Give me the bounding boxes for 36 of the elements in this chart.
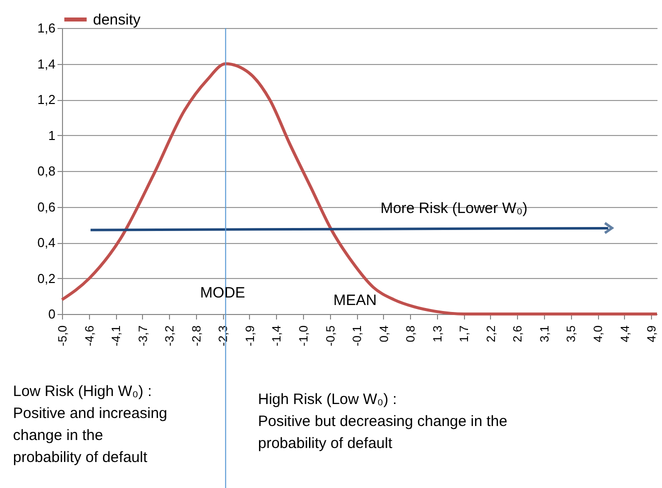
x-tick-label: -4,6 xyxy=(82,325,96,346)
x-tick-label: -3,7 xyxy=(136,325,150,346)
x-tick-label: 0,8 xyxy=(404,325,418,342)
x-tick-label: -1,0 xyxy=(296,325,310,346)
text: High Risk (Low W₀) : Positive but decreasing change in the probability of default xyxy=(258,391,508,452)
text: Low Risk (High W₀) : Positive and increasing change in the probability of default xyxy=(13,383,168,466)
x-tick-label: 4,4 xyxy=(618,325,632,342)
y-tick-label: 0,6 xyxy=(37,199,56,214)
y-tick-label: 0,4 xyxy=(37,235,56,250)
x-tick-label: 4,0 xyxy=(591,325,605,342)
x-tick-label: 1,3 xyxy=(430,325,444,342)
x-tick-label: 3,1 xyxy=(537,325,552,342)
legend-label: density xyxy=(93,12,142,28)
x-tick-label: -0,5 xyxy=(323,325,338,346)
y-tick-label: 1,4 xyxy=(37,56,56,72)
x-tick-label: -4,1 xyxy=(109,325,124,346)
y-tick-label: 0,2 xyxy=(37,270,56,286)
x-tick-label: -3,2 xyxy=(162,325,177,346)
y-tick-label: 1,2 xyxy=(37,92,56,107)
y-tick-label: 0,8 xyxy=(37,164,56,178)
x-tick-label: 0,4 xyxy=(376,325,391,342)
x-tick-label: 3,5 xyxy=(564,325,578,342)
y-tick-label: 0 xyxy=(48,306,56,322)
x-tick-label: -5,0 xyxy=(56,325,70,346)
x-tick-label: -1,4 xyxy=(270,325,284,346)
x-tick-label: 2,6 xyxy=(510,325,525,342)
y-tick-label: 1 xyxy=(48,128,56,143)
x-tick-label: -0,1 xyxy=(350,325,364,346)
y-tick-label: 1,6 xyxy=(37,20,56,36)
x-tick-label: 2,2 xyxy=(484,325,498,342)
x-tick-label: -1,9 xyxy=(242,325,257,346)
x-tick-label: -2,8 xyxy=(189,325,204,346)
annotation: MEAN xyxy=(333,292,377,309)
x-tick-label: 1,7 xyxy=(457,325,472,342)
annotation: More Risk (Lower W₀) xyxy=(380,200,528,217)
x-tick-label: 4,9 xyxy=(644,325,659,342)
